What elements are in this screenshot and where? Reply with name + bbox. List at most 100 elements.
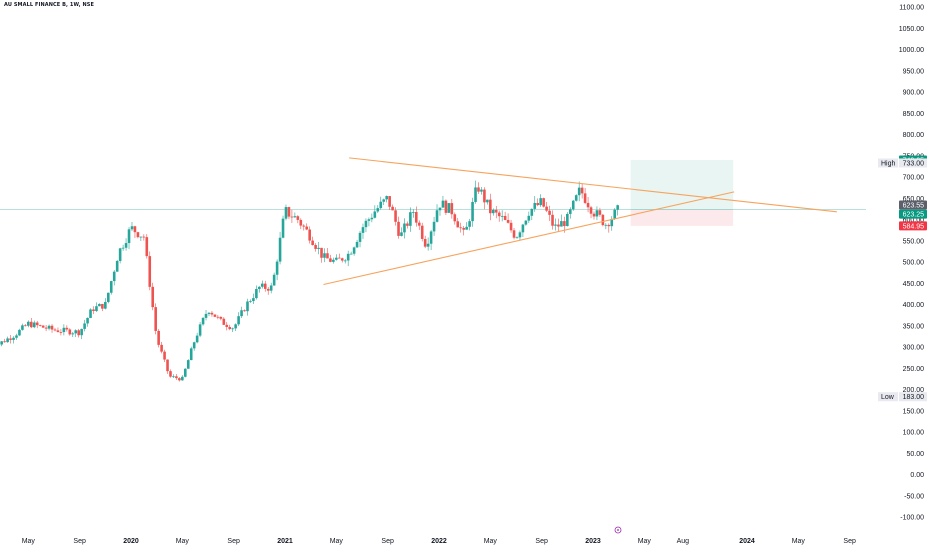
candle (71, 331, 75, 338)
x-tick-label: May (22, 538, 36, 545)
candle-body (186, 360, 190, 369)
candle (323, 248, 326, 263)
candle (6, 336, 9, 343)
candle (160, 341, 163, 354)
candle (243, 309, 246, 312)
price-tag: Low 183.00 (878, 392, 927, 402)
candle (29, 318, 33, 329)
candle (201, 317, 205, 326)
candle-body (86, 317, 89, 324)
candle (364, 218, 368, 233)
candle (340, 257, 344, 263)
candle (355, 239, 359, 249)
candle (77, 328, 80, 338)
candle-body (308, 229, 311, 241)
time-axis: May Sep 2020 May Sep 2021 May Sep 2022 May Sep 2023… (22, 538, 856, 545)
candle (151, 282, 155, 311)
candle (231, 327, 234, 332)
y-tick-label: 600.00 (903, 217, 925, 224)
candle-body (412, 212, 415, 213)
candle (607, 223, 611, 233)
candle (154, 303, 157, 335)
candle-body (213, 314, 217, 317)
candle (86, 317, 89, 327)
candle (175, 374, 178, 381)
candle-body (130, 226, 134, 230)
candle (566, 212, 569, 227)
candle-body (157, 330, 160, 345)
candle-body (453, 214, 457, 222)
candle-body (192, 342, 196, 349)
candle (414, 206, 418, 227)
candle-body (335, 257, 338, 260)
candle (450, 199, 454, 219)
candle (139, 236, 143, 242)
candle-body (530, 208, 534, 216)
candle (560, 214, 563, 227)
candle (240, 306, 243, 318)
candle-body (536, 202, 540, 206)
candle (571, 200, 575, 211)
candle-body (6, 338, 9, 343)
candle-body (41, 325, 45, 328)
candle (92, 306, 95, 315)
candle-body (77, 330, 80, 336)
x-tick-label: 2024 (739, 538, 755, 545)
candle (400, 227, 403, 237)
candle-body (323, 253, 326, 258)
candle (311, 236, 314, 246)
candle (391, 204, 394, 211)
y-tick-label: 800.00 (903, 132, 925, 139)
candle (133, 225, 137, 238)
candle-body (512, 230, 516, 238)
candle (181, 375, 184, 381)
candle (157, 329, 160, 348)
candle-body (44, 327, 48, 329)
candle-body (557, 224, 560, 227)
candle-body (89, 309, 92, 318)
candle (101, 303, 104, 312)
candle (163, 349, 166, 363)
candle (302, 224, 306, 231)
candle (269, 282, 273, 294)
candle-body (181, 376, 184, 381)
candle-body (337, 257, 341, 259)
candle (74, 329, 78, 338)
candle-body (228, 326, 232, 330)
candle-body (154, 307, 157, 331)
candle-body (68, 329, 72, 335)
candle (503, 211, 507, 221)
candle-body (3, 341, 6, 343)
candle-body (246, 301, 249, 312)
candle-body (477, 187, 480, 192)
candle (598, 207, 602, 217)
candle-body (272, 274, 276, 286)
candle (145, 234, 149, 259)
candle-body (29, 321, 33, 328)
candle-body (74, 330, 78, 334)
y-tick-label: -50.00 (904, 493, 924, 500)
candle (349, 251, 353, 255)
candle-body (80, 328, 83, 336)
price-axis: 1100.00 1050.00 1000.00 950.00 900.00 850.00 8… (899, 5, 924, 522)
price-tag: 623.25 (899, 209, 927, 219)
candle (195, 332, 199, 344)
candle (21, 323, 24, 331)
candle-body (275, 261, 279, 275)
candle-body (293, 216, 297, 218)
candle (580, 183, 584, 199)
candle-body (118, 248, 122, 261)
candle-body (518, 232, 522, 238)
candle (121, 244, 125, 251)
candle (0, 341, 3, 347)
candle (15, 333, 18, 340)
candle-body (207, 312, 211, 314)
candle-body (574, 195, 578, 201)
candle-body (183, 368, 187, 377)
candle-body (379, 201, 383, 209)
candle (263, 280, 267, 292)
candle-body (423, 238, 427, 247)
candle (326, 247, 329, 259)
candle-body (607, 224, 611, 227)
